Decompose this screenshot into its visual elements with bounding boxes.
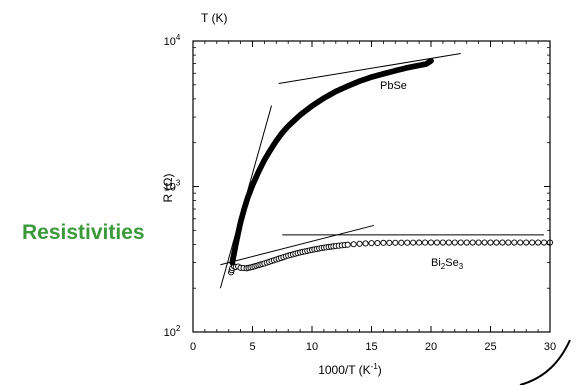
- bi2se3-data-point: [523, 239, 530, 246]
- bi2se3-data-point: [344, 241, 351, 248]
- bi2se3-data-point: [541, 239, 548, 246]
- side-label: Resistivities: [22, 221, 145, 244]
- bi2se3-data-point: [445, 239, 452, 246]
- y-tick-label: 104: [164, 33, 181, 48]
- series-label-bi2se3: Bi2Se3: [431, 257, 464, 271]
- top-axis-label: T (K): [201, 11, 227, 25]
- fit-line: [220, 224, 375, 266]
- y-axis-label: R (Ω): [161, 174, 175, 203]
- bi2se3-data-point: [487, 239, 494, 246]
- bi2se3-data-point: [398, 239, 405, 246]
- bi2se3-data-point: [517, 239, 524, 246]
- bi2se3-data-point: [374, 239, 381, 247]
- bi2se3-data-point: [529, 239, 536, 246]
- x-tick-label: 10: [306, 341, 318, 353]
- x-axis-label: 1000/T (K-1): [318, 362, 382, 377]
- bi2se3-data-point: [451, 239, 458, 246]
- bi2se3-data-point: [493, 239, 500, 246]
- bi2se3-data-point: [404, 239, 411, 246]
- bi2se3-data-point: [457, 239, 464, 246]
- bi2se3-data-point: [469, 239, 476, 246]
- bi2se3-data-point: [362, 240, 369, 247]
- bi2se3-data-point: [386, 239, 393, 246]
- bi2se3-data-point: [535, 239, 542, 246]
- bi2se3-data-point: [380, 239, 387, 246]
- bi2se3-data-point: [481, 239, 488, 246]
- bi2se3-data-point: [475, 239, 482, 246]
- x-tick-label: 20: [425, 341, 437, 353]
- bi2se3-data-point: [511, 239, 518, 246]
- pbse-data-point: [428, 57, 434, 64]
- bi2se3-data-point: [421, 239, 429, 246]
- bi2se3-data-point: [416, 239, 423, 246]
- bi2se3-data-point: [439, 239, 446, 246]
- y-tick-label: 103: [164, 179, 181, 194]
- page-curl-decoration: [519, 339, 571, 385]
- x-tick-label: 25: [484, 341, 496, 353]
- bi2se3-data-point: [356, 240, 363, 247]
- bi2se3-data-point: [392, 239, 399, 246]
- x-tick-label: 15: [365, 341, 377, 353]
- x-tick-label: 0: [190, 341, 196, 353]
- x-tick-label: 5: [249, 341, 255, 353]
- y-tick-label: 102: [164, 324, 181, 339]
- x-tick-label: 30: [544, 341, 556, 353]
- bi2se3-data-point: [463, 239, 470, 246]
- bi2se3-data-point: [427, 239, 435, 246]
- series-label-pbse: PbSe: [380, 80, 407, 92]
- bi2se3-data-point: [410, 239, 417, 246]
- bi2se3-data-point: [505, 239, 512, 246]
- bi2se3-data-point: [350, 241, 357, 248]
- bi2se3-data-point: [368, 240, 375, 247]
- bi2se3-data-point: [499, 239, 506, 246]
- bi2se3-data-point: [433, 239, 441, 246]
- plot-frame: [192, 40, 551, 333]
